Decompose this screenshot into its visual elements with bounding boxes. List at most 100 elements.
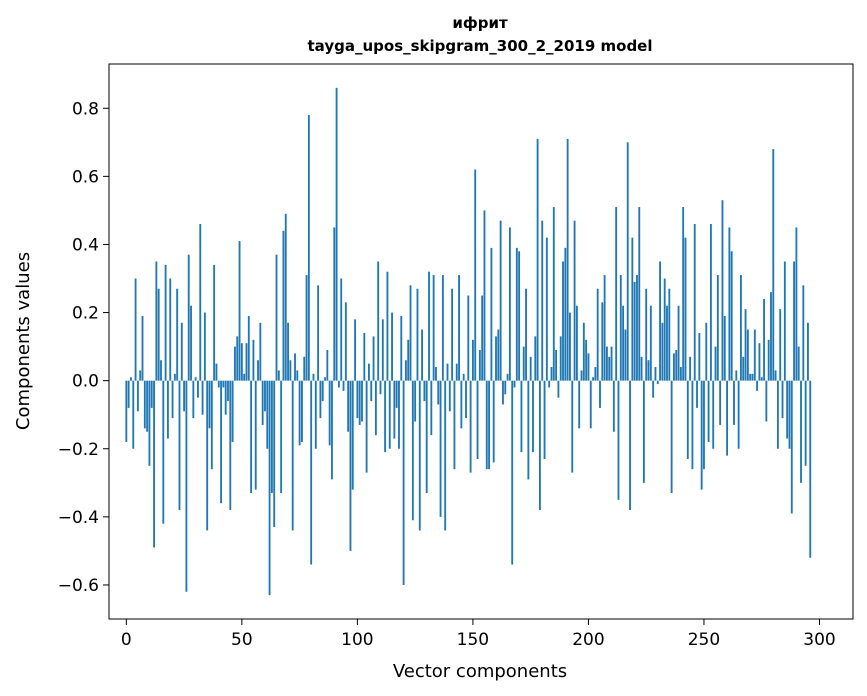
bar: [469, 380, 472, 473]
bar: [786, 380, 789, 439]
bar: [127, 380, 130, 408]
bar: [187, 254, 190, 381]
bar: [578, 380, 581, 429]
bar: [344, 302, 347, 381]
bar: [716, 275, 719, 381]
bar: [573, 220, 576, 381]
bar: [370, 380, 373, 402]
bar: [314, 380, 317, 449]
bar: [437, 380, 440, 405]
bar: [629, 380, 631, 511]
bar: [407, 339, 410, 381]
bar: [636, 275, 638, 381]
bar: [141, 315, 144, 381]
bar: [603, 275, 606, 381]
bar: [213, 264, 216, 381]
x-axis-label: Vector components: [393, 661, 567, 682]
bar: [525, 288, 527, 381]
bar: [557, 380, 560, 398]
bar: [160, 360, 162, 381]
bar: [763, 298, 765, 381]
bar: [564, 247, 567, 381]
y-tick-label: 0.8: [72, 99, 99, 119]
bar: [497, 329, 500, 381]
bar: [508, 227, 511, 381]
bar: [495, 336, 497, 381]
bar: [735, 370, 738, 381]
bar: [740, 275, 742, 381]
bar: [365, 380, 368, 473]
bar: [668, 288, 671, 381]
bar: [536, 138, 539, 381]
bar: [580, 370, 583, 381]
bar: [691, 380, 694, 470]
bar: [435, 367, 437, 381]
bar: [589, 380, 592, 429]
bar: [428, 271, 430, 381]
bar: [381, 319, 384, 381]
bar: [619, 275, 622, 381]
bar: [171, 380, 174, 419]
bar: [548, 380, 551, 388]
bar: [277, 370, 280, 381]
bar: [606, 346, 608, 381]
bar: [721, 200, 724, 381]
bar: [361, 380, 363, 422]
x-tick-label: 150: [457, 630, 489, 650]
bar: [301, 380, 303, 442]
bar: [804, 380, 807, 466]
bar: [640, 356, 643, 381]
bar: [795, 227, 798, 381]
y-tick-label: −0.4: [58, 508, 99, 528]
bar: [257, 360, 259, 381]
plot-frame: [108, 63, 854, 620]
bar: [656, 380, 659, 385]
bar: [661, 322, 664, 381]
bar: [270, 380, 273, 494]
bar: [439, 380, 442, 517]
bar: [471, 339, 474, 381]
bar: [203, 312, 206, 381]
bar: [679, 367, 682, 381]
bar: [760, 377, 763, 381]
bar: [384, 380, 387, 453]
bar: [689, 356, 692, 381]
bar: [675, 350, 678, 381]
bar: [130, 377, 132, 381]
bar: [534, 336, 537, 381]
bar: [723, 315, 726, 381]
bar: [164, 264, 167, 381]
bar: [502, 380, 504, 405]
bar: [809, 380, 812, 558]
bar: [474, 169, 477, 381]
bar: [483, 210, 486, 381]
bar: [400, 315, 403, 381]
bar: [287, 322, 289, 381]
bar: [626, 142, 629, 381]
bar: [298, 380, 301, 446]
y-tick-label: 0.2: [72, 304, 99, 324]
bar: [340, 278, 343, 381]
bar: [136, 380, 139, 412]
bar: [448, 380, 451, 412]
bar: [550, 367, 553, 381]
bar: [418, 380, 421, 531]
bar: [460, 380, 463, 429]
bar: [324, 377, 326, 381]
bar: [208, 380, 211, 429]
bar: [261, 380, 264, 425]
bar: [592, 377, 594, 381]
bars-group: [125, 87, 812, 596]
chart-title: ифрит: [452, 14, 508, 32]
bar: [751, 373, 754, 381]
bar: [624, 329, 627, 381]
bar: [296, 370, 299, 381]
bar: [608, 356, 611, 381]
bar: [356, 380, 359, 419]
bar: [231, 380, 234, 442]
bar: [240, 343, 243, 381]
bar: [783, 261, 786, 381]
bar: [185, 380, 188, 592]
bar: [192, 380, 195, 419]
bar: [515, 247, 518, 381]
